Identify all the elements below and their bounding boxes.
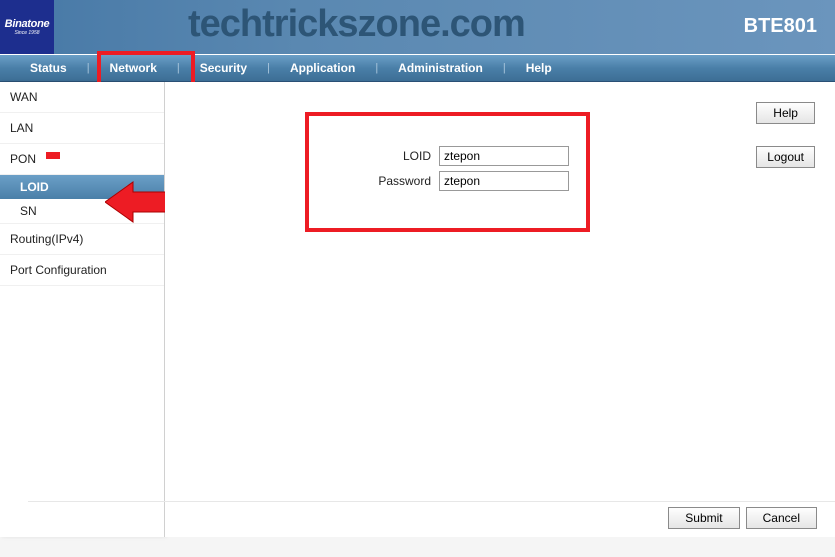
nav-security[interactable]: Security <box>180 61 267 75</box>
sidebar-item-portconfig[interactable]: Port Configuration <box>0 255 164 286</box>
footer-buttons: Submit Cancel <box>668 507 817 529</box>
help-button[interactable]: Help <box>756 102 815 124</box>
logo-text: Binatone <box>5 18 50 30</box>
logo-subtext: Since 1958 <box>14 30 39 36</box>
label-password: Password <box>319 174 439 188</box>
form-row-loid: LOID <box>319 146 576 166</box>
header: Binatone Since 1958 techtrickszone.com B… <box>0 0 835 54</box>
right-button-group: Help Logout <box>756 102 815 168</box>
annotation-dash <box>46 152 60 159</box>
cancel-button[interactable]: Cancel <box>746 507 817 529</box>
input-loid[interactable] <box>439 146 569 166</box>
sidebar-item-pon[interactable]: PON <box>0 144 164 175</box>
nav-help[interactable]: Help <box>506 61 572 75</box>
sidebar: WAN LAN PON LOID SN Routing(IPv4) Port C… <box>0 82 165 537</box>
device-model: BTE801 <box>744 15 817 38</box>
top-navigation: Status | Network | Security | Applicatio… <box>0 54 835 82</box>
logo-box: Binatone Since 1958 <box>0 0 54 54</box>
sidebar-item-lan[interactable]: LAN <box>0 113 164 144</box>
nav-application[interactable]: Application <box>270 61 375 75</box>
input-password[interactable] <box>439 171 569 191</box>
form-highlight-box: LOID Password <box>305 112 590 232</box>
nav-status[interactable]: Status <box>10 61 87 75</box>
nav-network[interactable]: Network <box>90 61 177 75</box>
nav-administration[interactable]: Administration <box>378 61 503 75</box>
watermark-text: techtrickszone.com <box>188 3 525 46</box>
logout-button[interactable]: Logout <box>756 146 815 168</box>
submit-button[interactable]: Submit <box>668 507 739 529</box>
sidebar-item-wan[interactable]: WAN <box>0 82 164 113</box>
sidebar-sub-loid[interactable]: LOID <box>0 175 164 199</box>
label-loid: LOID <box>319 149 439 163</box>
content-area: LOID Password Help Logout Submit Cancel <box>165 82 835 537</box>
sidebar-item-routing[interactable]: Routing(IPv4) <box>0 223 164 255</box>
form-row-password: Password <box>319 171 576 191</box>
main-area: WAN LAN PON LOID SN Routing(IPv4) Port C… <box>0 82 835 537</box>
sidebar-sub-sn[interactable]: SN <box>0 199 164 223</box>
